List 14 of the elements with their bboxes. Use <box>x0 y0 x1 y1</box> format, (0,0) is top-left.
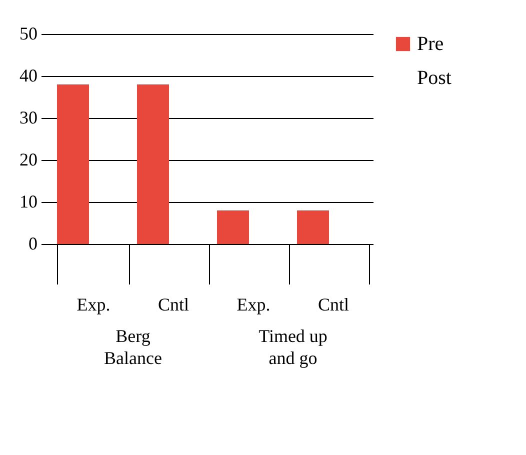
y-tick-label: 10 <box>20 192 38 212</box>
legend-label: Pre <box>417 33 444 55</box>
y-tick-label: 20 <box>20 150 38 170</box>
y-tick-label: 40 <box>20 66 38 86</box>
x-tick-label: Cntl <box>318 294 350 314</box>
y-tick-label: 50 <box>20 24 38 44</box>
y-tick-label: 30 <box>20 108 38 128</box>
x-tick-label: Cntl <box>158 294 190 314</box>
x-tick-label: Exp. <box>76 294 110 314</box>
text: Berg Balance <box>104 326 162 368</box>
text: Timed up and go <box>258 326 328 368</box>
text: Post <box>417 67 452 89</box>
y-tick-label: 0 <box>28 234 38 254</box>
x-tick-label: Exp. <box>236 294 270 314</box>
